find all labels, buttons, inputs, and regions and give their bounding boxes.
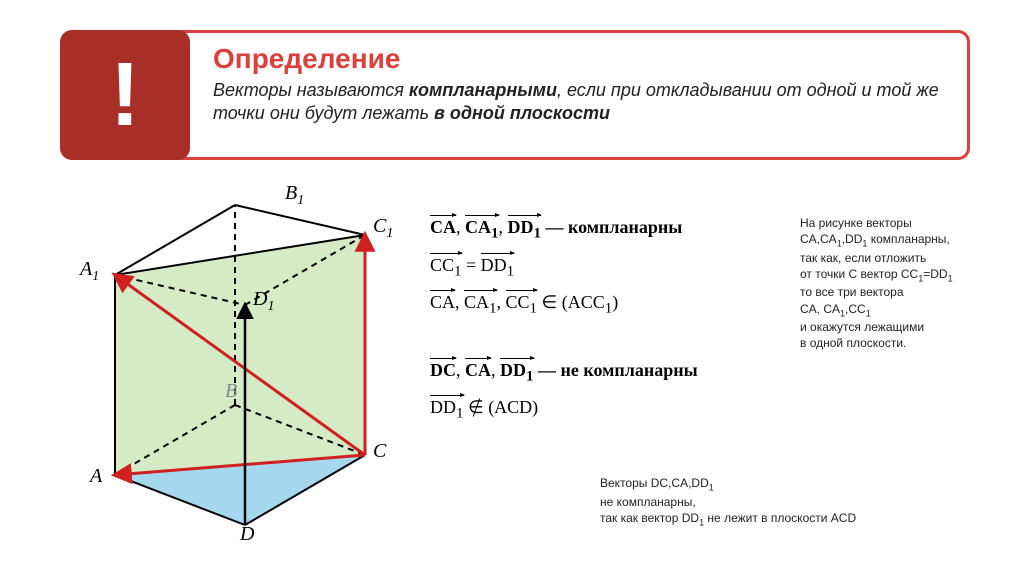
exclamation-icon: ! [110, 50, 140, 140]
label-D1: D1 [253, 288, 274, 315]
s1l2: CA,CA1,DD1 компланарны, [800, 231, 1000, 250]
label-C1: C1 [373, 215, 393, 242]
label-A1: A1 [80, 258, 99, 285]
math-line-4: DC, CA, DD1 — не компланарны [430, 358, 760, 386]
definition-text: Векторы называются компланарными, если п… [213, 79, 947, 126]
def-bold1: компланарными [409, 80, 557, 100]
s2l3: так как вектор DD1 не лежит в плоскости … [600, 510, 980, 529]
s1l5: то все три вектора [800, 284, 1000, 300]
definition-box: Определение Векторы называются компланар… [70, 30, 970, 160]
math-line-1: CA, CA1, DD1 — компланарны [430, 215, 760, 243]
math-line-2: CC1 = DD1 [430, 253, 760, 281]
s1l4: от точки C вектор CC1=DD1 [800, 266, 1000, 285]
label-A: A [90, 465, 102, 488]
label-B: B [225, 380, 237, 403]
math-line-3: CA, CA1, CC1 ∈ (ACC1) [430, 290, 760, 318]
cube-svg [60, 180, 400, 560]
s1l8: в одной плоскости. [800, 335, 1000, 351]
math-column: CA, CA1, DD1 — компланарны CC1 = DD1 CA,… [430, 215, 760, 433]
side-text-1: На рисунке векторы CA,CA1,DD1 компланарн… [800, 215, 1000, 352]
cube-diagram: A D C B A1 D1 C1 B1 [60, 180, 400, 560]
definition-title: Определение [213, 43, 947, 75]
exclamation-box: ! [60, 30, 190, 160]
math-line-5: DD1 ∈ (ACD) [430, 395, 760, 423]
def-bold2: в одной плоскости [434, 103, 610, 123]
label-B1: B1 [285, 182, 304, 209]
s1l7: и окажутся лежащими [800, 319, 1000, 335]
s2l2: не компланарны, [600, 494, 980, 510]
s1l6: CA, CA1,CC1 [800, 301, 1000, 320]
s2l1: Векторы DC,CA,DD1 [600, 475, 980, 494]
label-D: D [240, 523, 254, 546]
side-text-2: Векторы DC,CA,DD1 не компланарны, так ка… [600, 475, 980, 528]
s1l3: так как, если отложить [800, 250, 1000, 266]
label-C: C [373, 440, 386, 463]
def-pre: Векторы называются [213, 80, 409, 100]
s1l1: На рисунке векторы [800, 215, 1000, 231]
